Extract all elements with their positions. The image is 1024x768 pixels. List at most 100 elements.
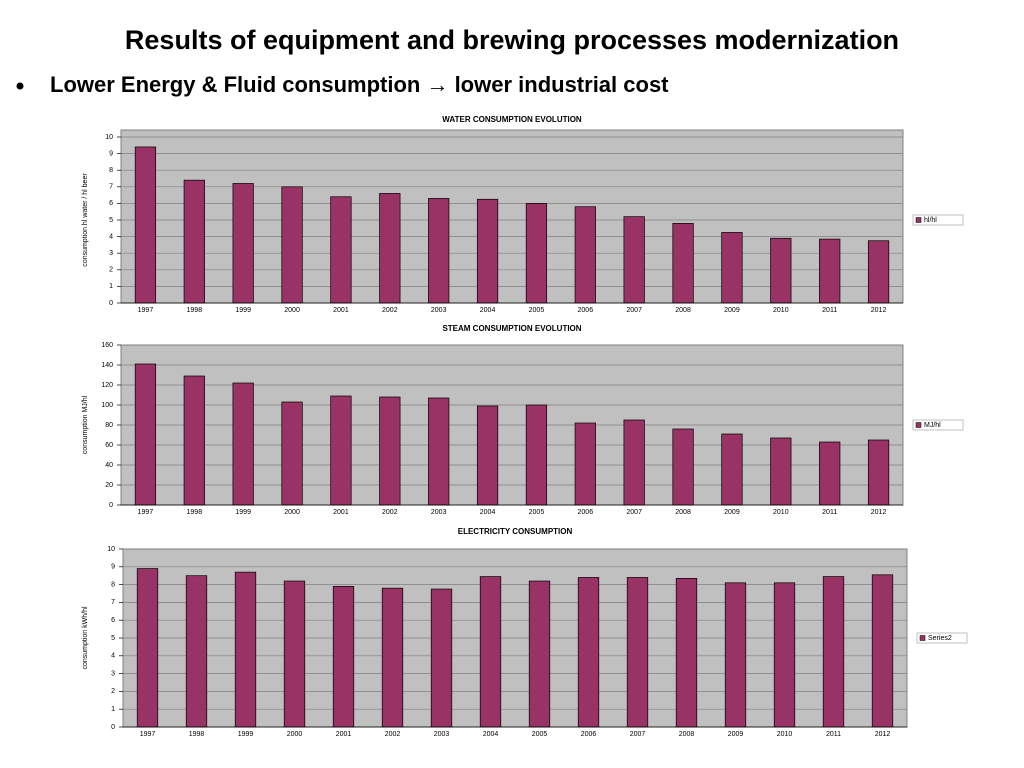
x-tick-label: 1998 <box>187 307 203 314</box>
x-tick-label: 1998 <box>187 509 203 516</box>
bar <box>574 206 596 304</box>
x-tick-label: 2001 <box>333 307 349 314</box>
x-tick-label: 2000 <box>284 307 300 314</box>
y-tick-label: 10 <box>105 134 113 141</box>
legend-swatch <box>919 635 926 641</box>
y-tick-label: 2 <box>111 688 115 695</box>
y-tick-label: 6 <box>111 617 115 624</box>
y-tick-label: 120 <box>101 382 113 389</box>
y-tick-label: 20 <box>105 482 113 489</box>
y-tick-label: 5 <box>109 217 113 224</box>
legend-label: MJ/hl <box>924 422 941 429</box>
y-tick-label: 10 <box>107 546 115 553</box>
y-tick-label: 60 <box>105 442 113 449</box>
bar <box>525 404 548 506</box>
y-tick-label: 8 <box>111 581 115 588</box>
bar <box>819 238 841 304</box>
bar <box>770 237 792 304</box>
bar <box>283 580 306 728</box>
bar <box>185 575 208 728</box>
legend-box <box>912 419 964 431</box>
y-tick-label: 4 <box>111 653 115 660</box>
x-tick-label: 2007 <box>626 307 642 314</box>
x-tick-label: 1997 <box>138 307 154 314</box>
legend-swatch <box>915 217 922 223</box>
bar <box>234 571 257 728</box>
y-tick-label: 140 <box>101 362 113 369</box>
y-tick-label: 6 <box>109 200 113 207</box>
bar <box>721 232 743 304</box>
y-axis-label: consumption kWh/hl <box>82 606 89 669</box>
y-tick-label: 0 <box>109 502 113 509</box>
x-tick-label: 2005 <box>529 307 545 314</box>
bar <box>577 577 600 728</box>
y-tick-label: 3 <box>109 250 113 257</box>
slide-title: Results of equipment and brewing process… <box>125 25 899 55</box>
x-tick-label: 2009 <box>724 307 740 314</box>
chart-title: STEAM CONSUMPTION EVOLUTION <box>442 324 581 333</box>
y-tick-label: 3 <box>111 670 115 677</box>
bar <box>281 186 303 304</box>
x-tick-label: 2012 <box>871 509 887 516</box>
x-tick-label: 2009 <box>724 509 740 516</box>
bar <box>330 196 352 304</box>
x-tick-label: 2006 <box>581 731 597 738</box>
x-tick-label: 2007 <box>630 731 646 738</box>
x-tick-label: 2011 <box>822 307 837 314</box>
bar <box>819 441 841 506</box>
x-tick-label: 2004 <box>483 731 499 738</box>
y-tick-label: 40 <box>105 462 113 469</box>
bar <box>867 439 890 506</box>
x-tick-label: 2006 <box>578 509 594 516</box>
bullet-dot <box>16 82 24 90</box>
bar <box>724 582 747 728</box>
bar <box>525 203 548 304</box>
x-tick-label: 2005 <box>532 731 548 738</box>
bar <box>721 433 743 506</box>
x-tick-label: 2010 <box>773 307 789 314</box>
y-tick-label: 1 <box>109 283 113 290</box>
bar <box>332 586 355 728</box>
bullet-text: Lower Energy & Fluid consumption → lower… <box>50 72 669 97</box>
bar <box>623 419 645 506</box>
y-tick-label: 80 <box>105 422 113 429</box>
x-tick-label: 2003 <box>431 307 447 314</box>
x-tick-label: 2008 <box>675 307 691 314</box>
bar <box>773 582 796 728</box>
x-tick-label: 2002 <box>385 731 401 738</box>
bar <box>381 587 404 728</box>
x-tick-label: 2012 <box>871 307 887 314</box>
bar <box>232 183 254 304</box>
chart-title: WATER CONSUMPTION EVOLUTION <box>442 115 582 124</box>
bar <box>379 396 401 506</box>
legend-box <box>916 632 968 644</box>
x-tick-label: 2009 <box>728 731 744 738</box>
bar <box>626 577 649 728</box>
x-tick-label: 2011 <box>826 731 841 738</box>
bar <box>672 222 694 304</box>
x-tick-label: 1999 <box>235 307 251 314</box>
x-tick-label: 2001 <box>333 509 349 516</box>
x-tick-label: 1999 <box>235 509 251 516</box>
bar <box>770 437 792 506</box>
x-tick-label: 2000 <box>287 731 303 738</box>
legend: MJ/hl <box>912 419 964 431</box>
legend-label: hl/hl <box>924 217 937 224</box>
x-tick-label: 1999 <box>238 731 254 738</box>
y-tick-label: 0 <box>109 300 113 307</box>
y-tick-label: 1 <box>111 706 115 713</box>
x-tick-label: 2008 <box>675 509 691 516</box>
bar <box>528 580 551 728</box>
bar <box>476 405 499 506</box>
legend-swatch <box>915 422 922 428</box>
x-tick-label: 2007 <box>626 509 642 516</box>
bar <box>379 193 401 304</box>
legend-label: Series2 <box>928 635 952 642</box>
bar <box>672 428 694 506</box>
bar <box>428 397 450 506</box>
y-tick-label: 9 <box>111 564 115 571</box>
x-tick-label: 2002 <box>382 509 398 516</box>
x-tick-label: 2000 <box>284 509 300 516</box>
x-tick-label: 2002 <box>382 307 398 314</box>
